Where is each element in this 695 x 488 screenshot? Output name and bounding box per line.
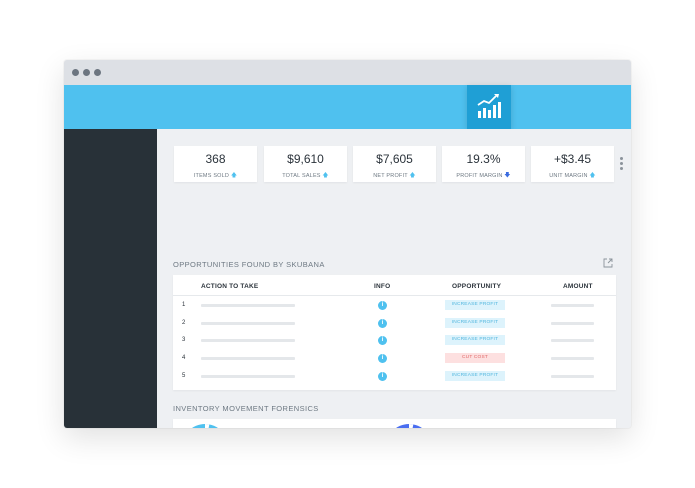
- amount-placeholder: [551, 322, 594, 325]
- opportunity-badge: CUT COST: [445, 353, 505, 363]
- opportunity-badge: INCREASE PROFIT: [445, 318, 505, 328]
- row-number: 5: [182, 373, 186, 379]
- inventory-card: [173, 419, 616, 428]
- arrow-up-icon: 🡅: [589, 173, 596, 179]
- app-header: [64, 85, 631, 129]
- logo-tile[interactable]: [467, 85, 511, 129]
- inventory-title: INVENTORY MOVEMENT FORENSICS: [173, 404, 319, 413]
- kpi-value: $9,610: [287, 152, 324, 166]
- action-placeholder: [201, 304, 295, 307]
- amount-placeholder: [551, 375, 594, 378]
- kpi-items-sold[interactable]: 368 ITEMS SOLD 🡅: [174, 146, 257, 182]
- kpi-value: 19.3%: [466, 152, 501, 166]
- table-row[interactable]: 3 i INCREASE PROFIT: [173, 334, 616, 348]
- column-header-amount[interactable]: AMOUNT: [563, 283, 593, 290]
- kpi-net-profit[interactable]: $7,605 NET PROFIT 🡅: [353, 146, 436, 182]
- kpi-value: $7,605: [376, 152, 413, 166]
- pie-chart-2[interactable]: [385, 423, 433, 428]
- row-number: 3: [182, 337, 186, 343]
- kpi-label: ITEMS SOLD 🡅: [193, 173, 238, 179]
- window-dot-close[interactable]: [72, 69, 79, 76]
- row-number: 4: [182, 355, 186, 361]
- info-icon[interactable]: i: [378, 336, 387, 345]
- amount-placeholder: [551, 357, 594, 360]
- kpi-unit-margin[interactable]: +$3.45 UNIT MARGIN 🡅: [531, 146, 614, 182]
- window-dot-minimize[interactable]: [83, 69, 90, 76]
- arrow-up-icon: 🡅: [322, 173, 329, 179]
- main-content: 368 ITEMS SOLD 🡅 $9,610 TOTAL SALES 🡅 $7…: [157, 129, 631, 428]
- action-placeholder: [201, 322, 295, 325]
- table-row[interactable]: 1 i INCREASE PROFIT: [173, 299, 616, 313]
- action-placeholder: [201, 339, 295, 342]
- info-icon[interactable]: i: [378, 372, 387, 381]
- arrow-down-icon: 🡇: [504, 173, 511, 179]
- app-window: 368 ITEMS SOLD 🡅 $9,610 TOTAL SALES 🡅 $7…: [64, 60, 631, 428]
- opportunity-badge: INCREASE PROFIT: [445, 371, 505, 381]
- header-divider: [173, 295, 616, 296]
- kpi-label: PROFIT MARGIN 🡇: [456, 173, 511, 179]
- kpi-label: NET PROFIT 🡅: [373, 173, 416, 179]
- opportunities-table: ACTION TO TAKE INFO OPPORTUNITY AMOUNT 1…: [173, 275, 616, 390]
- amount-placeholder: [551, 339, 594, 342]
- table-row[interactable]: 4 i CUT COST: [173, 352, 616, 366]
- opportunities-title: OPPORTUNITIES FOUND BY SKUBANA: [173, 260, 325, 269]
- table-row[interactable]: 5 i INCREASE PROFIT: [173, 370, 616, 384]
- kpi-total-sales[interactable]: $9,610 TOTAL SALES 🡅: [264, 146, 347, 182]
- kpi-profit-margin[interactable]: 19.3% PROFIT MARGIN 🡇: [442, 146, 525, 182]
- bar-chart-trend-icon: [477, 94, 501, 118]
- row-number: 2: [182, 320, 186, 326]
- external-link-icon[interactable]: [603, 258, 613, 268]
- info-icon[interactable]: i: [378, 319, 387, 328]
- window-titlebar: [64, 60, 631, 85]
- kpi-label: TOTAL SALES 🡅: [282, 173, 329, 179]
- more-options-icon[interactable]: [620, 157, 623, 172]
- kpi-label: UNIT MARGIN 🡅: [549, 173, 596, 179]
- arrow-up-icon: 🡅: [230, 173, 238, 179]
- amount-placeholder: [551, 304, 594, 307]
- window-dot-maximize[interactable]: [94, 69, 101, 76]
- table-row[interactable]: 2 i INCREASE PROFIT: [173, 317, 616, 331]
- opportunity-badge: INCREASE PROFIT: [445, 300, 505, 310]
- action-placeholder: [201, 357, 295, 360]
- info-icon[interactable]: i: [378, 354, 387, 363]
- column-header-action[interactable]: ACTION TO TAKE: [201, 283, 259, 290]
- arrow-up-icon: 🡅: [409, 173, 416, 179]
- opportunity-badge: INCREASE PROFIT: [445, 335, 505, 345]
- sidebar: [64, 129, 157, 428]
- row-number: 1: [182, 302, 186, 308]
- column-header-info[interactable]: INFO: [374, 283, 391, 290]
- column-header-opportunity[interactable]: OPPORTUNITY: [452, 283, 502, 290]
- kpi-value: +$3.45: [553, 152, 592, 166]
- info-icon[interactable]: i: [378, 301, 387, 310]
- kpi-value: 368: [205, 152, 226, 166]
- pie-chart-1[interactable]: [181, 423, 229, 428]
- action-placeholder: [201, 375, 295, 378]
